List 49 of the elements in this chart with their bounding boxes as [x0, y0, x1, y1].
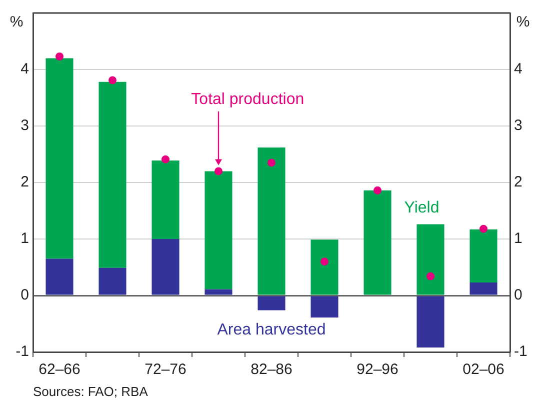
text: Total production	[191, 90, 304, 108]
y2-tick-label: 3	[514, 117, 522, 134]
bar	[152, 160, 180, 239]
bar	[416, 296, 444, 348]
point	[162, 155, 170, 164]
bar	[98, 268, 126, 295]
bar	[470, 229, 498, 283]
source-note: Sources: FAO; RBA	[33, 384, 148, 399]
x-tick-label: 02–06	[462, 361, 504, 378]
point	[374, 186, 382, 194]
x-tick-label: 62–66	[38, 361, 80, 378]
series-label: Area harvested	[217, 321, 326, 338]
x-tick-label: 82–86	[250, 361, 292, 378]
x-tick-label: 72–76	[144, 361, 186, 378]
bar	[310, 296, 338, 318]
bar	[416, 224, 444, 295]
y-tick-label: 2	[20, 174, 29, 191]
y2-tick-label: 0	[514, 286, 522, 304]
point	[426, 272, 434, 280]
y-tick-label: 0	[20, 286, 29, 304]
bar	[204, 289, 232, 295]
y-tick-label: 3	[20, 117, 29, 134]
point	[320, 258, 328, 266]
y2-axis-title: %	[516, 14, 530, 31]
y-tick-label: -1	[16, 343, 29, 360]
bar	[364, 190, 392, 295]
bar	[310, 240, 338, 295]
bar	[258, 147, 286, 295]
y2-tick-label: 4	[514, 60, 522, 78]
series-label: Yield	[404, 199, 440, 216]
y2-tick-label: -1	[514, 343, 528, 360]
bar	[470, 282, 498, 295]
point	[56, 52, 64, 61]
point	[108, 76, 116, 84]
y2-tick-label: 1	[514, 230, 522, 248]
point	[268, 158, 276, 167]
y-axis-title: %	[10, 14, 24, 31]
y2-tick-label: 2	[514, 174, 522, 191]
y-tick-label: 4	[20, 60, 29, 78]
bar	[46, 258, 74, 295]
point	[480, 224, 488, 233]
bar	[258, 296, 286, 310]
point	[214, 167, 222, 176]
x-tick-label: 92–96	[356, 361, 398, 378]
bar	[98, 82, 126, 268]
bar	[46, 58, 74, 259]
bar	[152, 239, 180, 295]
bar	[204, 171, 232, 290]
y-tick-label: 1	[20, 230, 29, 248]
